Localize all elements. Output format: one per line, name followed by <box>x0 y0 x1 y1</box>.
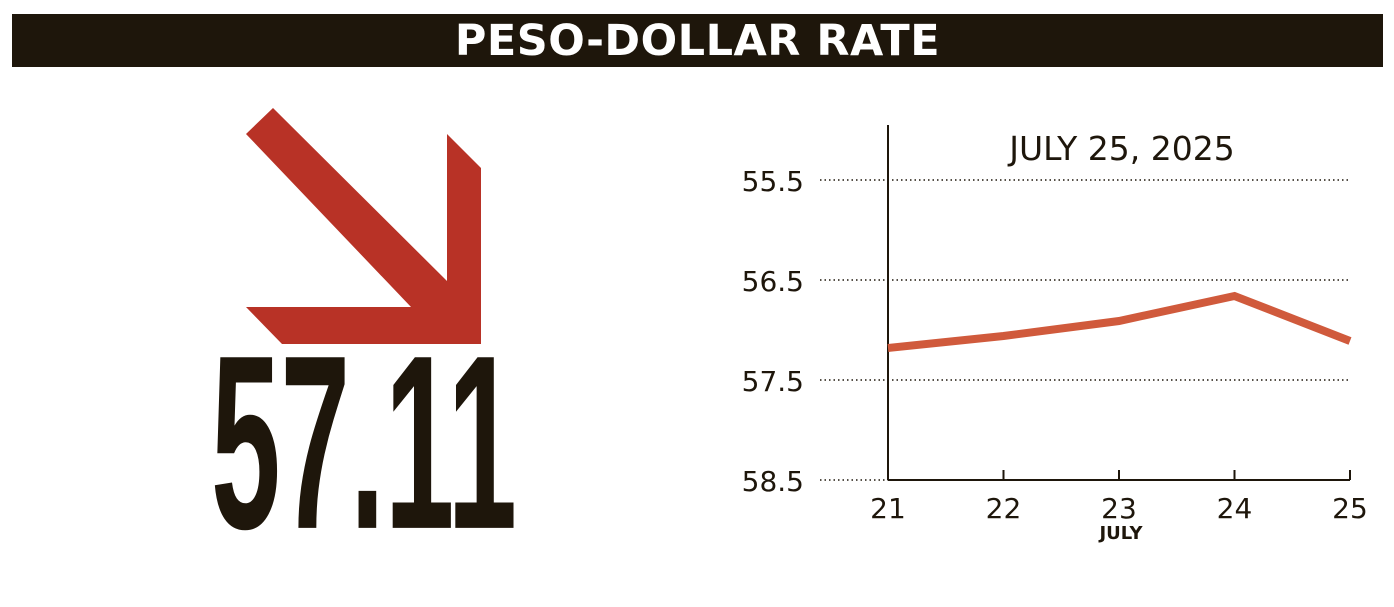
x-tick-label: 21 <box>870 492 906 525</box>
page-title: PESO-DOLLAR RATE <box>454 16 941 66</box>
y-tick-label: 56.5 <box>742 265 804 298</box>
y-tick-label: 58.5 <box>742 465 804 498</box>
y-axis-tick-labels: 55.5 56.5 57.5 58.5 <box>742 165 804 498</box>
y-tick-label: 55.5 <box>742 165 804 198</box>
current-rate-value: 57.11 <box>211 346 517 581</box>
x-tick-label: 23 <box>1101 492 1137 525</box>
rate-line-chart: JULY 25, 2025 55.556.557.558.5 21 22 23 24 2… <box>742 125 1368 544</box>
axes <box>820 125 1351 481</box>
arrow-shape <box>246 108 481 344</box>
chart-title: JULY 25, 2025 <box>1007 129 1235 168</box>
current-rate-display: 57.11 <box>211 346 517 581</box>
y-tick-label: 57.5 <box>742 365 804 398</box>
down-right-arrow-icon <box>246 108 481 344</box>
x-tick-label: 22 <box>986 492 1022 525</box>
series-layer <box>887 291 1352 352</box>
x-axis-label: JULY <box>1097 523 1143 544</box>
gridlines <box>820 179 1350 381</box>
header-banner: PESO-DOLLAR RATE <box>12 14 1383 67</box>
x-tick-label: 25 <box>1332 492 1368 525</box>
x-tick-label: 24 <box>1217 492 1253 525</box>
series-line <box>887 291 1352 352</box>
x-axis-tick-labels: 21 22 23 24 25 <box>870 492 1368 525</box>
